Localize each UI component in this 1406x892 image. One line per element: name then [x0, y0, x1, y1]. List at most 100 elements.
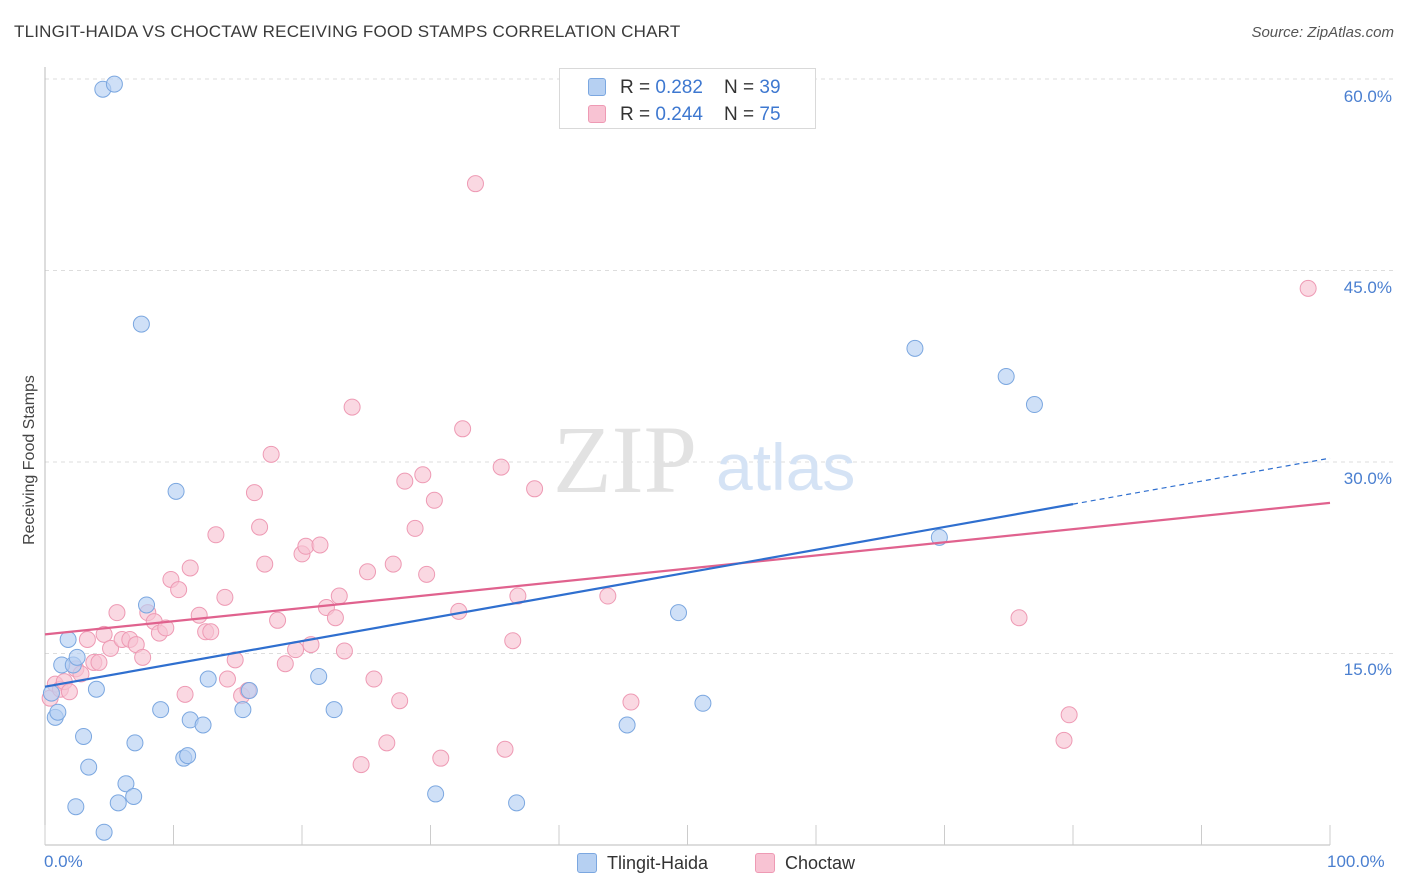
- tlingit-haida-point: [194, 716, 212, 734]
- choctaw-point: [359, 563, 377, 581]
- legend-item-choctaw[interactable]: Choctaw: [755, 852, 855, 874]
- choctaw-point: [134, 648, 152, 666]
- tlingit-haida-point: [67, 798, 85, 816]
- tlingit-haida-trend-line: [44, 503, 1074, 688]
- choctaw-point: [170, 581, 188, 599]
- choctaw-point: [526, 480, 544, 498]
- choctaw-point: [157, 619, 175, 637]
- choctaw-point: [496, 740, 514, 758]
- choctaw-point: [504, 632, 522, 650]
- tlingit-haida-point: [152, 701, 170, 719]
- n-value: 75: [759, 104, 781, 125]
- tlingit-haida-point: [906, 339, 924, 357]
- tlingit-haida-point: [95, 823, 113, 841]
- choctaw-point: [343, 398, 361, 416]
- tlingit-haida-point: [618, 716, 636, 734]
- blue-swatch: [588, 78, 606, 96]
- tlingit-haida-point: [310, 667, 328, 685]
- choctaw-point: [352, 756, 370, 774]
- choctaw-point: [78, 630, 96, 648]
- y-tick-label: 60.0%: [1343, 87, 1392, 106]
- legend-item-tlingit-haida[interactable]: Tlingit-Haida: [577, 852, 708, 874]
- tlingit-haida-point: [325, 701, 343, 719]
- choctaw-point: [297, 537, 315, 555]
- tlingit-haida-point: [427, 785, 445, 803]
- choctaw-point: [1060, 706, 1078, 724]
- source-credit: Source: ZipAtlas.com: [1251, 24, 1394, 41]
- tlingit-haida-point: [670, 604, 688, 622]
- choctaw-point: [378, 734, 396, 752]
- tlingit-haida-point: [59, 630, 77, 648]
- choctaw-point: [90, 653, 108, 671]
- y-tick-label: 15.0%: [1343, 660, 1392, 679]
- choctaw-point: [432, 749, 450, 767]
- stats-box: R = 0.282 N = 39 R = 0.244 N = 75: [559, 68, 816, 129]
- choctaw-point: [218, 670, 236, 688]
- tlingit-haida-point: [199, 670, 217, 688]
- choctaw-point: [1299, 279, 1317, 297]
- choctaw-point: [60, 683, 78, 701]
- chart-title: TLINGIT-HAIDA VS CHOCTAW RECEIVING FOOD …: [14, 22, 681, 41]
- tlingit-haida-point: [68, 648, 86, 666]
- choctaw-point: [622, 693, 640, 711]
- choctaw-point: [425, 491, 443, 509]
- r-label: R =: [620, 77, 656, 98]
- choctaw-point: [391, 692, 409, 710]
- pink-swatch: [588, 105, 606, 123]
- choctaw-point: [216, 588, 234, 606]
- choctaw-point: [108, 604, 126, 622]
- n-label: N =: [724, 77, 760, 98]
- choctaw-point: [414, 466, 432, 484]
- n-label: N =: [724, 104, 760, 125]
- choctaw-point: [384, 555, 402, 573]
- tlingit-haida-point: [49, 703, 67, 721]
- tlingit-haida-trend-extension: [1072, 457, 1331, 505]
- choctaw-point: [330, 587, 348, 605]
- tlingit-haida-point: [126, 734, 144, 752]
- blue-legend-swatch: [577, 853, 597, 874]
- tlingit-haida-point: [125, 787, 143, 805]
- choctaw-point: [251, 518, 269, 536]
- choctaw-point: [326, 609, 344, 627]
- tlingit-haida-point: [87, 680, 105, 698]
- trend-lines: [44, 457, 1331, 688]
- legend-label: Choctaw: [785, 852, 856, 873]
- choctaw-point: [190, 606, 208, 624]
- choctaw-point: [335, 642, 353, 660]
- r-label: R =: [620, 104, 656, 125]
- tlingit-haida-points: [42, 75, 1043, 841]
- choctaw-point: [466, 175, 484, 193]
- tlingit-haida-point: [179, 747, 197, 765]
- tlingit-haida-point: [167, 482, 185, 500]
- choctaw-point: [245, 484, 263, 502]
- tlingit-haida-point: [132, 315, 150, 333]
- tlingit-haida-point: [997, 367, 1015, 385]
- choctaw-point: [599, 587, 617, 605]
- choctaw-point: [509, 587, 527, 605]
- choctaw-point: [256, 555, 274, 573]
- choctaw-point: [269, 611, 287, 629]
- tlingit-haida-point: [75, 727, 93, 745]
- choctaw-point: [102, 639, 120, 657]
- choctaw-point: [1055, 731, 1073, 749]
- tlingit-haida-point: [138, 596, 156, 614]
- y-tick-label: 30.0%: [1343, 469, 1392, 488]
- r-value: 0.282: [655, 77, 703, 98]
- tlingit-haida-point: [508, 794, 526, 812]
- tlingit-haida-point: [80, 758, 98, 776]
- tlingit-haida-point: [234, 701, 252, 719]
- legend-label: Tlingit-Haida: [607, 852, 709, 873]
- tlingit-haida-point: [117, 775, 135, 793]
- tlingit-haida-point: [105, 75, 123, 93]
- choctaw-point: [202, 623, 220, 641]
- choctaw-point: [406, 519, 424, 537]
- n-value: 39: [759, 77, 781, 98]
- choctaw-point: [262, 445, 280, 463]
- x-tick-label: 0.0%: [44, 852, 83, 871]
- choctaw-point: [95, 625, 113, 643]
- choctaw-point: [365, 670, 383, 688]
- choctaw-point: [1010, 609, 1028, 627]
- choctaw-trend-line: [44, 501, 1331, 636]
- choctaw-point: [396, 472, 414, 490]
